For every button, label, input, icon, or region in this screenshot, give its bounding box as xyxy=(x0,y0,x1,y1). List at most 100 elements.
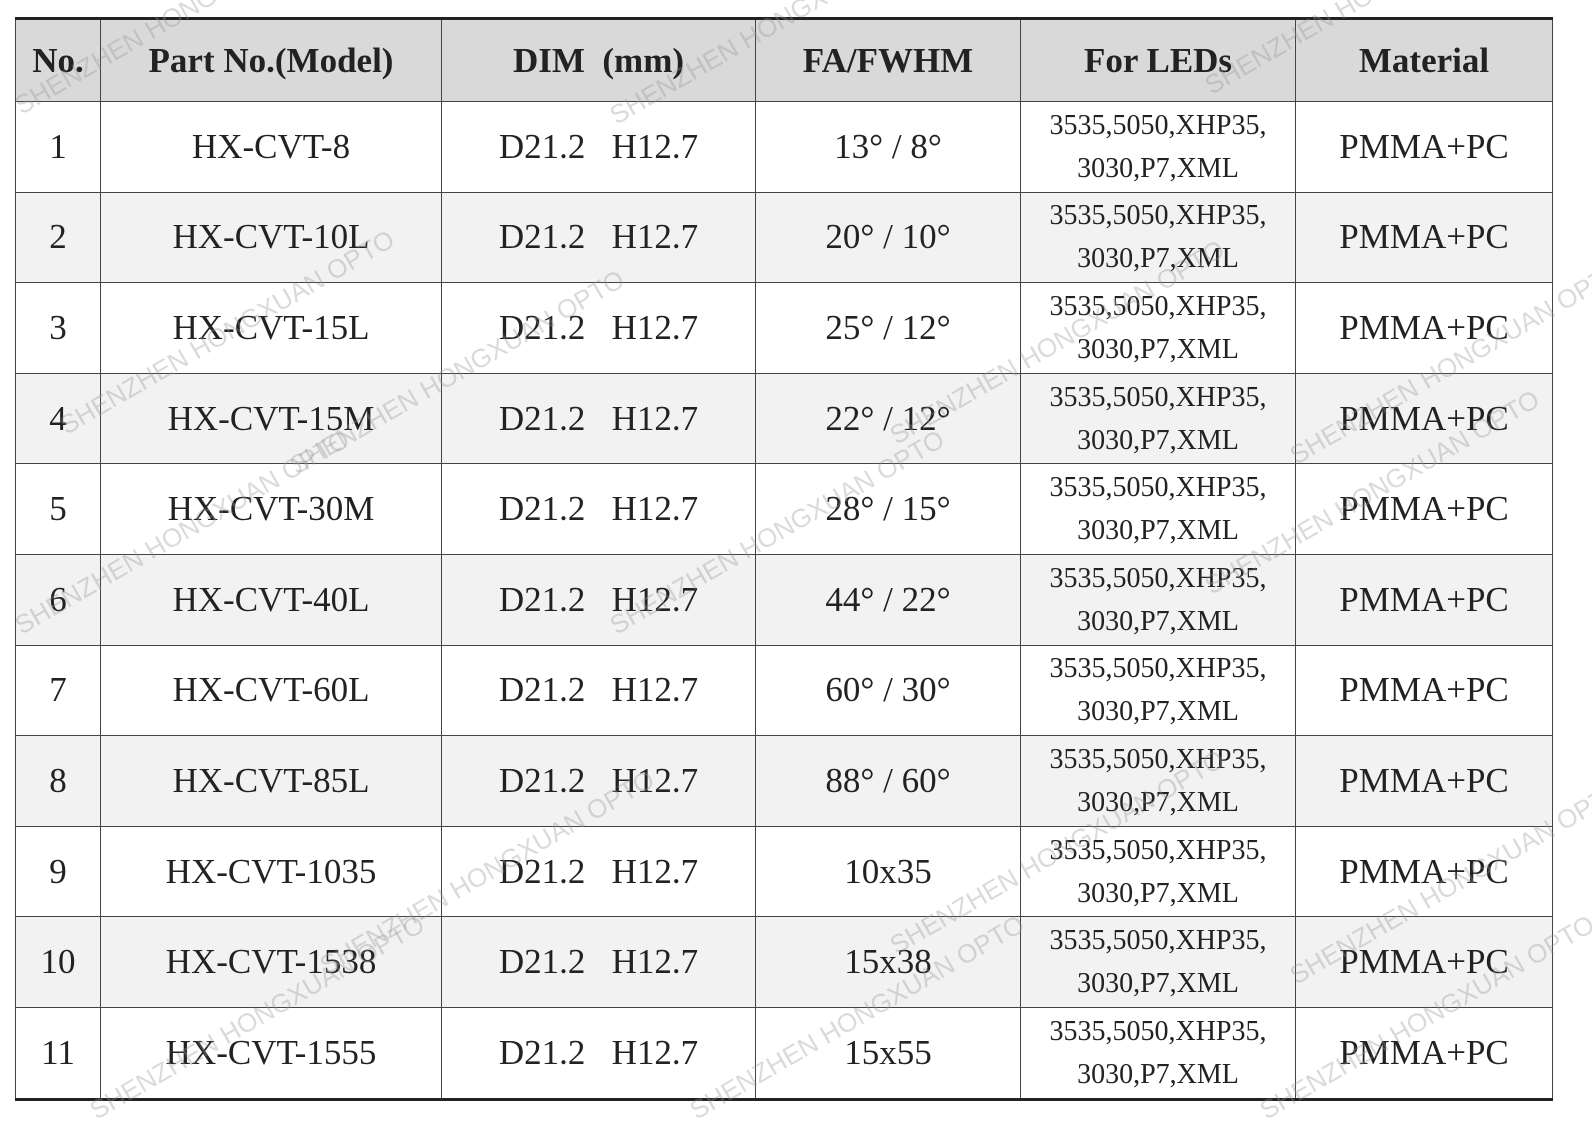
cell: 15x38 xyxy=(755,916,1021,1008)
cell: 3535,5050,XHP35, 3030,P7,XML xyxy=(1020,101,1296,193)
table-row: 2 HX-CVT-10L D21.2 H12.7 20° / 10° 3535,5050… xyxy=(15,191,1553,284)
cell-line: 3030,P7,XML xyxy=(1077,424,1239,456)
table-row: 10 HX-CVT-1538 D21.2 H12.7 15x38 3535,5050,X… xyxy=(15,916,1553,1008)
cell-line: 3535,5050,XHP35, xyxy=(1049,290,1267,322)
cell: PMMA+PC xyxy=(1295,282,1553,374)
cell: HX-CVT-30M xyxy=(100,463,442,555)
cell-line: 3535,5050,XHP35, xyxy=(1049,1015,1267,1047)
cell: 25° / 12° xyxy=(755,282,1021,374)
cell: HX-CVT-40L xyxy=(100,553,442,646)
cell-line: 3030,P7,XML xyxy=(1077,786,1239,818)
cell-line: 3535,5050,XHP35, xyxy=(1049,200,1267,232)
cell: PMMA+PC xyxy=(1295,372,1553,465)
cell: D21.2 H12.7 xyxy=(441,1006,756,1100)
cell: D21.2 H12.7 xyxy=(441,735,756,827)
cell: 1 xyxy=(15,101,101,193)
cell: 22° / 12° xyxy=(755,372,1021,465)
header-cell: For LEDs xyxy=(1020,18,1296,102)
cell-line: 3030,P7,XML xyxy=(1077,1058,1239,1090)
cell: D21.2 H12.7 xyxy=(441,644,756,737)
cell: 3535,5050,XHP35, 3030,P7,XML xyxy=(1020,644,1296,737)
cell: 3535,5050,XHP35, 3030,P7,XML xyxy=(1020,553,1296,646)
cell: HX-CVT-1538 xyxy=(100,916,442,1008)
cell: HX-CVT-85L xyxy=(100,735,442,827)
header-cell: No. xyxy=(15,18,101,102)
cell: 3535,5050,XHP35, 3030,P7,XML xyxy=(1020,1006,1296,1100)
cell-line: 3030,P7,XML xyxy=(1077,152,1239,184)
cell-line: 3030,P7,XML xyxy=(1077,515,1239,547)
cell: D21.2 H12.7 xyxy=(441,282,756,374)
table-row: 4 HX-CVT-15M D21.2 H12.7 22° / 12° 3535,5050… xyxy=(15,372,1553,465)
cell: 15x55 xyxy=(755,1006,1021,1100)
cell: 3535,5050,XHP35, 3030,P7,XML xyxy=(1020,372,1296,465)
cell: D21.2 H12.7 xyxy=(441,101,756,193)
cell-line: 3030,P7,XML xyxy=(1077,968,1239,1000)
cell: 4 xyxy=(15,372,101,465)
cell: 13° / 8° xyxy=(755,101,1021,193)
cell: HX-CVT-1555 xyxy=(100,1006,442,1100)
table-row: 8 HX-CVT-85L D21.2 H12.7 88° / 60° 3535,5050… xyxy=(15,735,1553,827)
cell-line: 3535,5050,XHP35, xyxy=(1049,562,1267,594)
table-row: 11 HX-CVT-1555 D21.2 H12.7 15x55 3535,5050,X… xyxy=(15,1006,1553,1100)
cell: PMMA+PC xyxy=(1295,735,1553,827)
header-cell: DIM (mm) xyxy=(441,18,756,102)
cell-line: 3535,5050,XHP35, xyxy=(1049,472,1267,504)
table-row: 7 HX-CVT-60L D21.2 H12.7 60° / 30° 3535,5050… xyxy=(15,644,1553,737)
cell: D21.2 H12.7 xyxy=(441,553,756,646)
cell: HX-CVT-8 xyxy=(100,101,442,193)
cell: 28° / 15° xyxy=(755,463,1021,555)
table-body: 1 HX-CVT-8 D21.2 H12.7 13° / 8° 3535,5050,XH… xyxy=(15,101,1553,1100)
cell: D21.2 H12.7 xyxy=(441,372,756,465)
cell: D21.2 H12.7 xyxy=(441,825,756,918)
cell: 8 xyxy=(15,735,101,827)
cell: PMMA+PC xyxy=(1295,553,1553,646)
cell: 3535,5050,XHP35, 3030,P7,XML xyxy=(1020,916,1296,1008)
cell: HX-CVT-10L xyxy=(100,191,442,284)
cell: 6 xyxy=(15,553,101,646)
cell-line: 3030,P7,XML xyxy=(1077,243,1239,275)
cell: HX-CVT-1035 xyxy=(100,825,442,918)
cell: 5 xyxy=(15,463,101,555)
cell: 2 xyxy=(15,191,101,284)
table-row: 3 HX-CVT-15L D21.2 H12.7 25° / 12° 3535,5050… xyxy=(15,282,1553,374)
header-cell: Material xyxy=(1295,18,1553,102)
cell: 3535,5050,XHP35, 3030,P7,XML xyxy=(1020,463,1296,555)
cell: 3 xyxy=(15,282,101,374)
cell-line: 3030,P7,XML xyxy=(1077,605,1239,637)
cell: HX-CVT-60L xyxy=(100,644,442,737)
table-row: 5 HX-CVT-30M D21.2 H12.7 28° / 15° 3535,5050… xyxy=(15,463,1553,555)
cell: PMMA+PC xyxy=(1295,191,1553,284)
cell: PMMA+PC xyxy=(1295,825,1553,918)
cell: 20° / 10° xyxy=(755,191,1021,284)
cell: 3535,5050,XHP35, 3030,P7,XML xyxy=(1020,735,1296,827)
cell: 3535,5050,XHP35, 3030,P7,XML xyxy=(1020,282,1296,374)
cell: HX-CVT-15M xyxy=(100,372,442,465)
cell-line: 3535,5050,XHP35, xyxy=(1049,109,1267,141)
cell: D21.2 H12.7 xyxy=(441,463,756,555)
header-cell: Part No.(Model) xyxy=(100,18,442,102)
cell-line: 3535,5050,XHP35, xyxy=(1049,381,1267,413)
cell: 7 xyxy=(15,644,101,737)
cell: D21.2 H12.7 xyxy=(441,916,756,1008)
cell-line: 3535,5050,XHP35, xyxy=(1049,653,1267,685)
cell: PMMA+PC xyxy=(1295,644,1553,737)
cell: PMMA+PC xyxy=(1295,463,1553,555)
cell: 3535,5050,XHP35, 3030,P7,XML xyxy=(1020,191,1296,284)
header-cell: FA/FWHM xyxy=(755,18,1021,102)
cell: 11 xyxy=(15,1006,101,1100)
cell-line: 3030,P7,XML xyxy=(1077,877,1239,909)
cell: 88° / 60° xyxy=(755,735,1021,827)
cell: PMMA+PC xyxy=(1295,101,1553,193)
cell: 9 xyxy=(15,825,101,918)
cell: HX-CVT-15L xyxy=(100,282,442,374)
header-row: No. Part No.(Model) DIM (mm) FA/FWHM For LED… xyxy=(15,18,1553,102)
table-row: 1 HX-CVT-8 D21.2 H12.7 13° / 8° 3535,5050,XH… xyxy=(15,101,1553,193)
cell-line: 3535,5050,XHP35, xyxy=(1049,925,1267,957)
cell-line: 3030,P7,XML xyxy=(1077,696,1239,728)
cell-line: 3030,P7,XML xyxy=(1077,333,1239,365)
cell-line: 3535,5050,XHP35, xyxy=(1049,834,1267,866)
cell: 3535,5050,XHP35, 3030,P7,XML xyxy=(1020,825,1296,918)
cell: D21.2 H12.7 xyxy=(441,191,756,284)
cell: 10 xyxy=(15,916,101,1008)
